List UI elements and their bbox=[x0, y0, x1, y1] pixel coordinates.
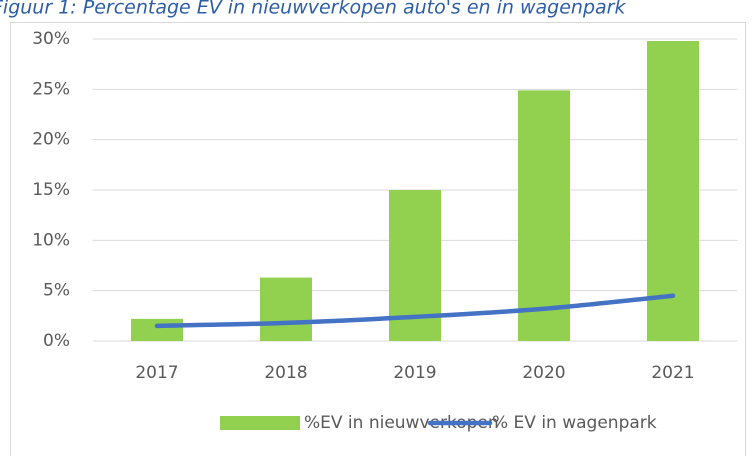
y-tick-label: 5% bbox=[43, 281, 70, 301]
bar bbox=[131, 318, 183, 341]
legend-label: %EV in nieuwverkopen bbox=[304, 413, 499, 433]
chart-frame bbox=[10, 22, 746, 456]
bar bbox=[260, 277, 312, 341]
y-tick-label: 15% bbox=[32, 180, 70, 200]
y-tick-label: 25% bbox=[32, 79, 70, 99]
y-tick-label: 10% bbox=[32, 230, 70, 250]
line bbox=[154, 293, 676, 329]
y-tick-label: 20% bbox=[32, 130, 70, 150]
legend-swatch bbox=[220, 416, 300, 430]
x-tick-label: 2017 bbox=[135, 363, 178, 383]
legend-label: % EV in wagenpark bbox=[492, 413, 657, 433]
x-tick-label: 2018 bbox=[264, 363, 307, 383]
x-tick-label: 2020 bbox=[522, 363, 565, 383]
bar bbox=[647, 41, 699, 341]
bar bbox=[518, 90, 570, 341]
y-tick-label: 0% bbox=[43, 331, 70, 351]
chart-title: Figuur 1: Percentage EV in nieuwverkopen… bbox=[0, 0, 626, 19]
y-tick-label: 30% bbox=[32, 29, 70, 49]
x-tick-label: 2021 bbox=[651, 363, 694, 383]
x-tick-label: 2019 bbox=[393, 363, 436, 383]
